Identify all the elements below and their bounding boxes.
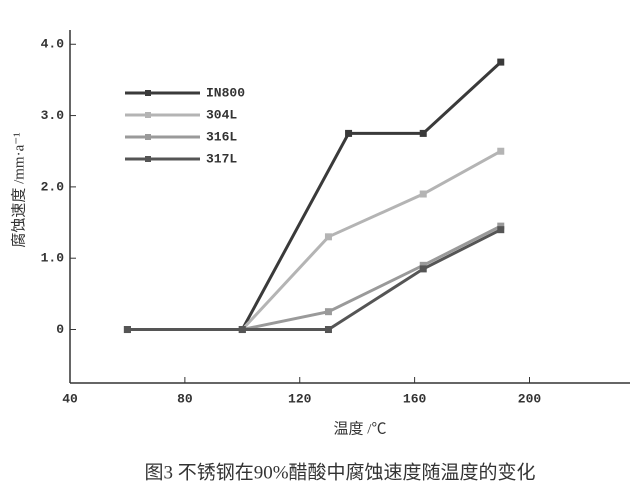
x-tick-label: 80 [177,391,193,406]
y-tick-label: 4.0 [41,37,65,52]
point-marker [497,58,505,66]
series-line [127,60,502,332]
series-line [127,224,502,332]
legend-marker [145,156,151,162]
series-line [127,149,502,332]
point-marker [345,129,353,137]
x-tick-label: 200 [518,391,542,406]
point-marker [123,326,131,334]
point-marker [324,308,332,316]
point-marker [497,147,505,155]
legend-label: 304L [206,107,237,122]
x-tick-label: 120 [288,391,312,406]
y-axis-label: 腐蚀速度 /mm·a⁻¹ [9,132,27,247]
y-tick-label: 3.0 [41,108,65,123]
x-axis-label: 温度 /℃ [334,420,387,437]
y-tick-label: 1.0 [41,251,65,266]
point-marker [497,226,505,234]
y-tick-label: 2.0 [41,179,65,194]
point-marker [324,233,332,241]
legend-label: 317L [206,151,237,166]
point-marker [419,265,427,273]
caption: 图3 不锈钢在90%醋酸中腐蚀速度随温度的变化 [144,461,535,483]
point-marker [419,190,427,198]
legend-label: IN800 [206,85,245,100]
legend-marker [145,134,151,140]
legend-marker [145,90,151,96]
point-marker [238,326,246,334]
y-tick-label: 0 [56,322,64,337]
point-marker [419,129,427,137]
point-marker [497,222,505,230]
x-tick-label: 40 [62,391,78,406]
x-tick-label: 160 [403,391,427,406]
legend-marker [145,112,151,118]
legend-label: 316L [206,129,237,144]
point-marker [419,261,427,269]
point-marker [324,326,332,334]
